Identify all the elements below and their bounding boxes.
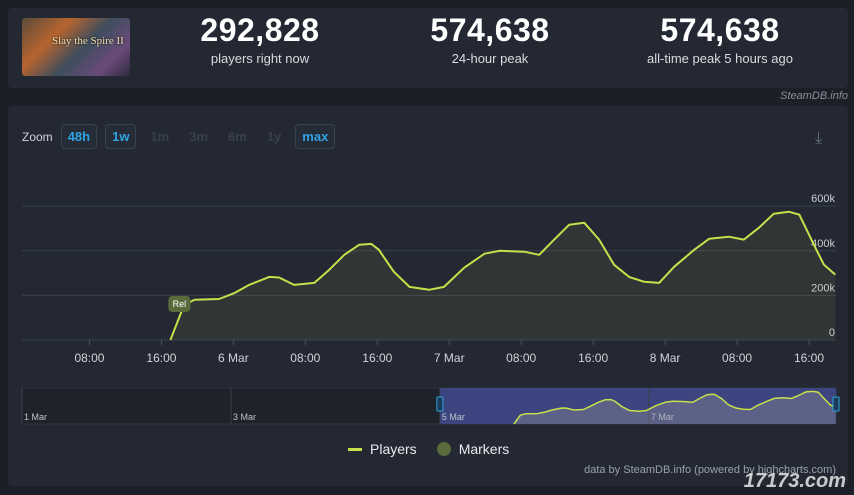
stat-label: 24-hour peak bbox=[451, 51, 529, 66]
x-tick-label: 08:00 bbox=[506, 351, 536, 365]
x-tick-label: 08:00 bbox=[290, 351, 320, 365]
x-tick-label: 8 Mar bbox=[650, 351, 681, 365]
release-marker bbox=[168, 296, 191, 312]
zoom-48h-button[interactable]: 48h bbox=[60, 124, 98, 149]
legend-players[interactable]: Players bbox=[370, 441, 417, 457]
x-tick-label: 6 Mar bbox=[218, 351, 249, 365]
stat-value: 574,638 bbox=[660, 12, 780, 48]
steamdb-credit[interactable]: SteamDB.info bbox=[780, 90, 848, 102]
zoom-controls: Zoom 48h 1w 1m 3m 6m 1y max bbox=[22, 124, 336, 149]
x-tick-label: 16:00 bbox=[146, 351, 176, 365]
x-tick-label: 16:00 bbox=[794, 351, 824, 365]
legend-markers[interactable]: Markers bbox=[458, 441, 510, 457]
x-tick-label: 08:00 bbox=[722, 351, 752, 365]
navigator-tick-label: 3 Mar bbox=[233, 412, 256, 422]
navigator-tick-label: 1 Mar bbox=[24, 412, 47, 422]
zoom-1y-button[interactable]: 1y bbox=[266, 129, 282, 144]
navigator-handle-left[interactable] bbox=[436, 396, 444, 412]
navigator-tick-label: 7 Mar bbox=[651, 412, 674, 422]
stat-value: 574,638 bbox=[430, 12, 550, 48]
footer-credit[interactable]: data by SteamDB.info (powered by highcha… bbox=[584, 464, 836, 476]
release-marker-label: Rel bbox=[173, 299, 187, 309]
x-tick-label: 08:00 bbox=[74, 351, 104, 365]
zoom-3m-button[interactable]: 3m bbox=[189, 129, 209, 144]
markers-legend-swatch bbox=[436, 442, 451, 456]
zoom-max-button[interactable]: max bbox=[295, 124, 336, 149]
download-icon[interactable]: ⤓ bbox=[815, 130, 823, 147]
y-tick-label: 600k bbox=[811, 193, 835, 205]
current-players-stat: 292,828 players right now bbox=[160, 12, 360, 66]
stats-header: Slay the Spire II bbox=[8, 8, 848, 88]
y-tick-label: 400k bbox=[811, 238, 835, 250]
players-legend-swatch bbox=[348, 447, 362, 451]
players-line bbox=[169, 210, 836, 341]
y-tick-label: 0 bbox=[829, 327, 835, 339]
x-tick-label: 16:00 bbox=[362, 351, 392, 365]
game-cover[interactable]: Slay the Spire II bbox=[22, 18, 130, 76]
zoom-label: Zoom bbox=[22, 129, 53, 144]
navigator-tick-label: 5 Mar bbox=[442, 412, 465, 422]
navigator-selection bbox=[439, 388, 836, 424]
alltime-peak-stat: 574,638 all-time peak 5 hours ago bbox=[620, 12, 820, 66]
y-tick-label: 200k bbox=[811, 282, 835, 294]
navigator-area bbox=[513, 391, 836, 424]
zoom-1w-button[interactable]: 1w bbox=[105, 124, 137, 149]
stat-value: 292,828 bbox=[200, 12, 320, 48]
watermark: 17173.com bbox=[743, 470, 846, 492]
zoom-6m-button[interactable]: 6m bbox=[228, 129, 247, 144]
x-tick-label: 7 Mar bbox=[434, 351, 465, 365]
stat-label: players right now bbox=[210, 51, 310, 66]
x-tick-label: 16:00 bbox=[578, 351, 608, 365]
navigator-line bbox=[513, 390, 836, 425]
zoom-1m-button[interactable]: 1m bbox=[150, 129, 170, 144]
players-area bbox=[170, 211, 836, 340]
day-peak-stat: 574,638 24-hour peak bbox=[390, 12, 590, 66]
legend: Players Markers bbox=[348, 441, 509, 457]
navigator-handle-right[interactable] bbox=[832, 396, 840, 412]
stat-label: all-time peak 5 hours ago bbox=[647, 51, 793, 66]
